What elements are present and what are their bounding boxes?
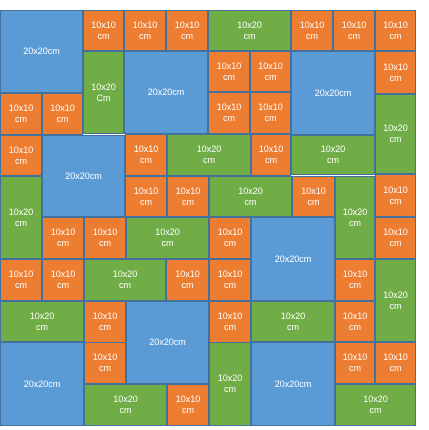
tile-large: 20x20cm <box>124 51 208 134</box>
tile-small: 10x10 cm <box>83 10 124 51</box>
tile-medium: 10x20 cm <box>167 134 251 176</box>
tile-small: 10x10 cm <box>0 259 42 301</box>
tile-small: 10x10 cm <box>333 10 375 51</box>
tile-large: 20x20cm <box>291 51 375 135</box>
tile-medium: 10x20 cm <box>375 94 416 174</box>
tile-medium: 10x20 cm <box>375 259 416 342</box>
tile-medium: 10x20 cm <box>208 10 291 51</box>
tile-large: 20x20cm <box>0 10 83 93</box>
tile-small: 10x10 cm <box>335 301 375 342</box>
tile-small: 10x10 cm <box>209 301 251 343</box>
tile-small: 10x10 cm <box>375 174 416 217</box>
tile-large: 20x20cm <box>0 342 84 426</box>
tile-small: 10x10 cm <box>0 135 42 176</box>
tile-small: 10x10 cm <box>209 217 251 259</box>
tile-small: 10x10 cm <box>167 384 209 426</box>
tile-small: 10x10 cm <box>292 176 335 217</box>
tile-small: 10x10 cm <box>208 92 250 134</box>
tile-small: 10x10 cm <box>250 51 291 92</box>
tile-small: 10x10 cm <box>335 259 375 301</box>
tile-medium: 10x20 cm <box>209 176 292 217</box>
tile-small: 10x10 cm <box>375 51 416 94</box>
tile-small: 10x10 cm <box>166 259 209 301</box>
tile-small: 10x10 cm <box>125 134 167 176</box>
tile-small: 10x10 cm <box>125 176 167 217</box>
tile-small: 10x10 cm <box>84 342 126 384</box>
tile-medium: 10x20 cm <box>0 301 84 342</box>
tile-medium: 10x20 cm <box>209 342 251 426</box>
tile-small: 10x10 cm <box>335 342 375 384</box>
tile-small: 10x10 cm <box>84 301 126 343</box>
tile-large: 20x20cm <box>251 342 335 426</box>
tile-small: 10x10 cm <box>166 10 208 51</box>
tile-large: 20x20cm <box>126 301 209 384</box>
tile-small: 10x10 cm <box>251 134 291 176</box>
tile-medium: 10x20 cm <box>126 217 209 259</box>
tile-medium: 10x20 cm <box>251 301 335 342</box>
tile-small: 10x10 cm <box>250 92 291 134</box>
tile-medium: 10x20 cm <box>0 176 42 259</box>
tile-medium: 10x20 cm <box>84 259 166 301</box>
tile-medium: 10x20 cm <box>335 176 375 259</box>
tile-small: 10x10 cm <box>375 342 416 384</box>
tile-large: 20x20cm <box>251 217 335 301</box>
tile-small: 10x10 cm <box>42 93 83 135</box>
tile-medium: 10x20 Cm <box>83 51 124 134</box>
tile-small: 10x10 cm <box>124 10 166 51</box>
tile-small: 10x10 cm <box>375 217 416 259</box>
tile-medium: 10x20 cm <box>291 135 375 175</box>
tile-small: 10x10 cm <box>375 10 416 51</box>
tile-small: 10x10 cm <box>291 10 333 51</box>
tile-small: 10x10 cm <box>42 259 84 301</box>
tile-small: 10x10 cm <box>0 93 42 135</box>
tile-small: 10x10 cm <box>42 217 84 259</box>
tile-medium: 10x20 cm <box>84 384 167 426</box>
tile-small: 10x10 cm <box>167 176 209 217</box>
tile-medium: 10x20 cm <box>335 384 416 426</box>
tile-small: 10x10 cm <box>84 217 126 259</box>
tile-large: 20x20cm <box>42 135 125 217</box>
tile-small: 10x10 cm <box>208 51 250 92</box>
tile-small: 10x10 cm <box>209 259 251 301</box>
